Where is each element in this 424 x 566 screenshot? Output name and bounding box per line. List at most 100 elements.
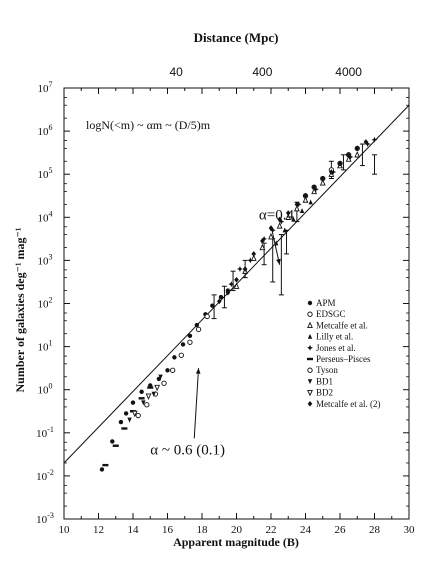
data-point: [268, 232, 274, 240]
data-point: [204, 313, 210, 320]
data-point: [247, 257, 254, 264]
data-point: [293, 204, 300, 212]
y-tick-label: 10-2: [36, 468, 54, 483]
legend-entry: BD1: [316, 376, 333, 386]
data-point: [234, 276, 239, 283]
y-tick-label: 100: [38, 382, 53, 397]
data-point: [127, 417, 132, 423]
data-point: [347, 153, 354, 160]
data-point: [121, 427, 128, 430]
data-point: [345, 155, 352, 162]
data-point: [228, 281, 235, 288]
y-tick-label: 101: [38, 339, 53, 354]
data-point: [161, 380, 167, 386]
data-point: [285, 210, 291, 216]
data-point: [294, 201, 300, 208]
data-point: [131, 410, 138, 418]
data-point: [278, 218, 285, 225]
annotation-arrow: [193, 368, 200, 439]
legend-marker: [307, 344, 313, 351]
data-point: [216, 298, 222, 305]
data-point: [123, 411, 129, 416]
data-point: [312, 186, 319, 193]
data-point: [147, 386, 154, 389]
data-point: [251, 251, 257, 257]
data-point: [269, 227, 276, 234]
data-point: [233, 282, 240, 289]
data-point: [195, 326, 202, 333]
x-tick-label: 24: [300, 524, 312, 536]
data-point: [276, 222, 283, 229]
data-point: [154, 384, 161, 392]
data-point: [291, 216, 296, 222]
legend-marker: [307, 389, 313, 397]
data-point: [354, 145, 360, 152]
data-point: [178, 352, 184, 358]
legend-marker: [307, 311, 313, 317]
legend-entry: Tyson: [316, 365, 338, 375]
x-tick-label: 18: [197, 524, 209, 536]
y-tick-label: 106: [38, 123, 53, 138]
data-point: [285, 213, 292, 220]
data-point: [329, 169, 334, 175]
y-tick-label: 102: [38, 296, 53, 311]
data-point: [210, 303, 215, 308]
x-tick-label: 10: [59, 524, 71, 536]
annotation-arrowhead: [195, 368, 201, 374]
x-tick-label: 22: [266, 524, 277, 536]
data-point: [139, 389, 144, 395]
data-point: [299, 208, 305, 214]
data-point: [158, 374, 163, 380]
data-point: [141, 400, 146, 406]
top-axis-title: Distance (Mpc): [194, 30, 279, 45]
y-tick-label: 105: [38, 166, 53, 181]
legend-entry: Metcalfe et al. (2): [316, 399, 380, 409]
annotation-arrow: [270, 225, 281, 265]
data-point: [180, 342, 186, 347]
data-point: [165, 368, 170, 373]
x-tick-label: 12: [93, 524, 104, 536]
y-tick-label: 103: [38, 252, 53, 267]
data-point: [99, 467, 105, 472]
legend-marker: [307, 401, 313, 407]
legend-entry: Lilly et al.: [316, 332, 353, 342]
data-point: [354, 151, 361, 158]
legend-entry: APM: [316, 298, 336, 308]
legend-marker: [307, 379, 313, 385]
data-point: [259, 243, 266, 251]
data-point: [236, 266, 243, 273]
legend-entry: Metcalfe et al.: [316, 320, 368, 330]
data-point: [118, 419, 124, 425]
data-point: [112, 444, 119, 447]
data-point: [144, 402, 150, 408]
data-point: [320, 175, 326, 182]
annotation-label: α ~ 0.6 (0.1): [150, 442, 225, 458]
data-point: [261, 235, 268, 242]
data-point: [308, 199, 313, 205]
data-point: [346, 152, 351, 158]
y-axis-title: Number of galaxies deg⁻¹ mag⁻¹: [13, 227, 27, 392]
data-point: [250, 254, 257, 261]
data-point: [319, 179, 326, 186]
data-point: [138, 397, 145, 400]
legend-marker: [307, 321, 313, 329]
data-point: [303, 192, 308, 199]
data-point: [282, 227, 287, 233]
legend-marker: [307, 333, 313, 339]
data-point: [302, 196, 309, 203]
legend-marker: [307, 367, 313, 373]
y-tick-label: 10-3: [36, 511, 54, 526]
data-point: [151, 391, 156, 397]
data-point: [130, 400, 136, 405]
y-tick-label: 107: [38, 80, 53, 95]
data-point: [311, 184, 317, 190]
data-point: [277, 216, 282, 223]
data-point: [371, 136, 378, 143]
x-tick-label: 26: [335, 524, 347, 536]
data-point: [110, 439, 115, 444]
legend-entry: EDSGC: [316, 309, 346, 319]
data-point: [102, 463, 109, 467]
legend-marker: [307, 300, 313, 306]
legend-entry: Jones et al.: [316, 343, 356, 353]
